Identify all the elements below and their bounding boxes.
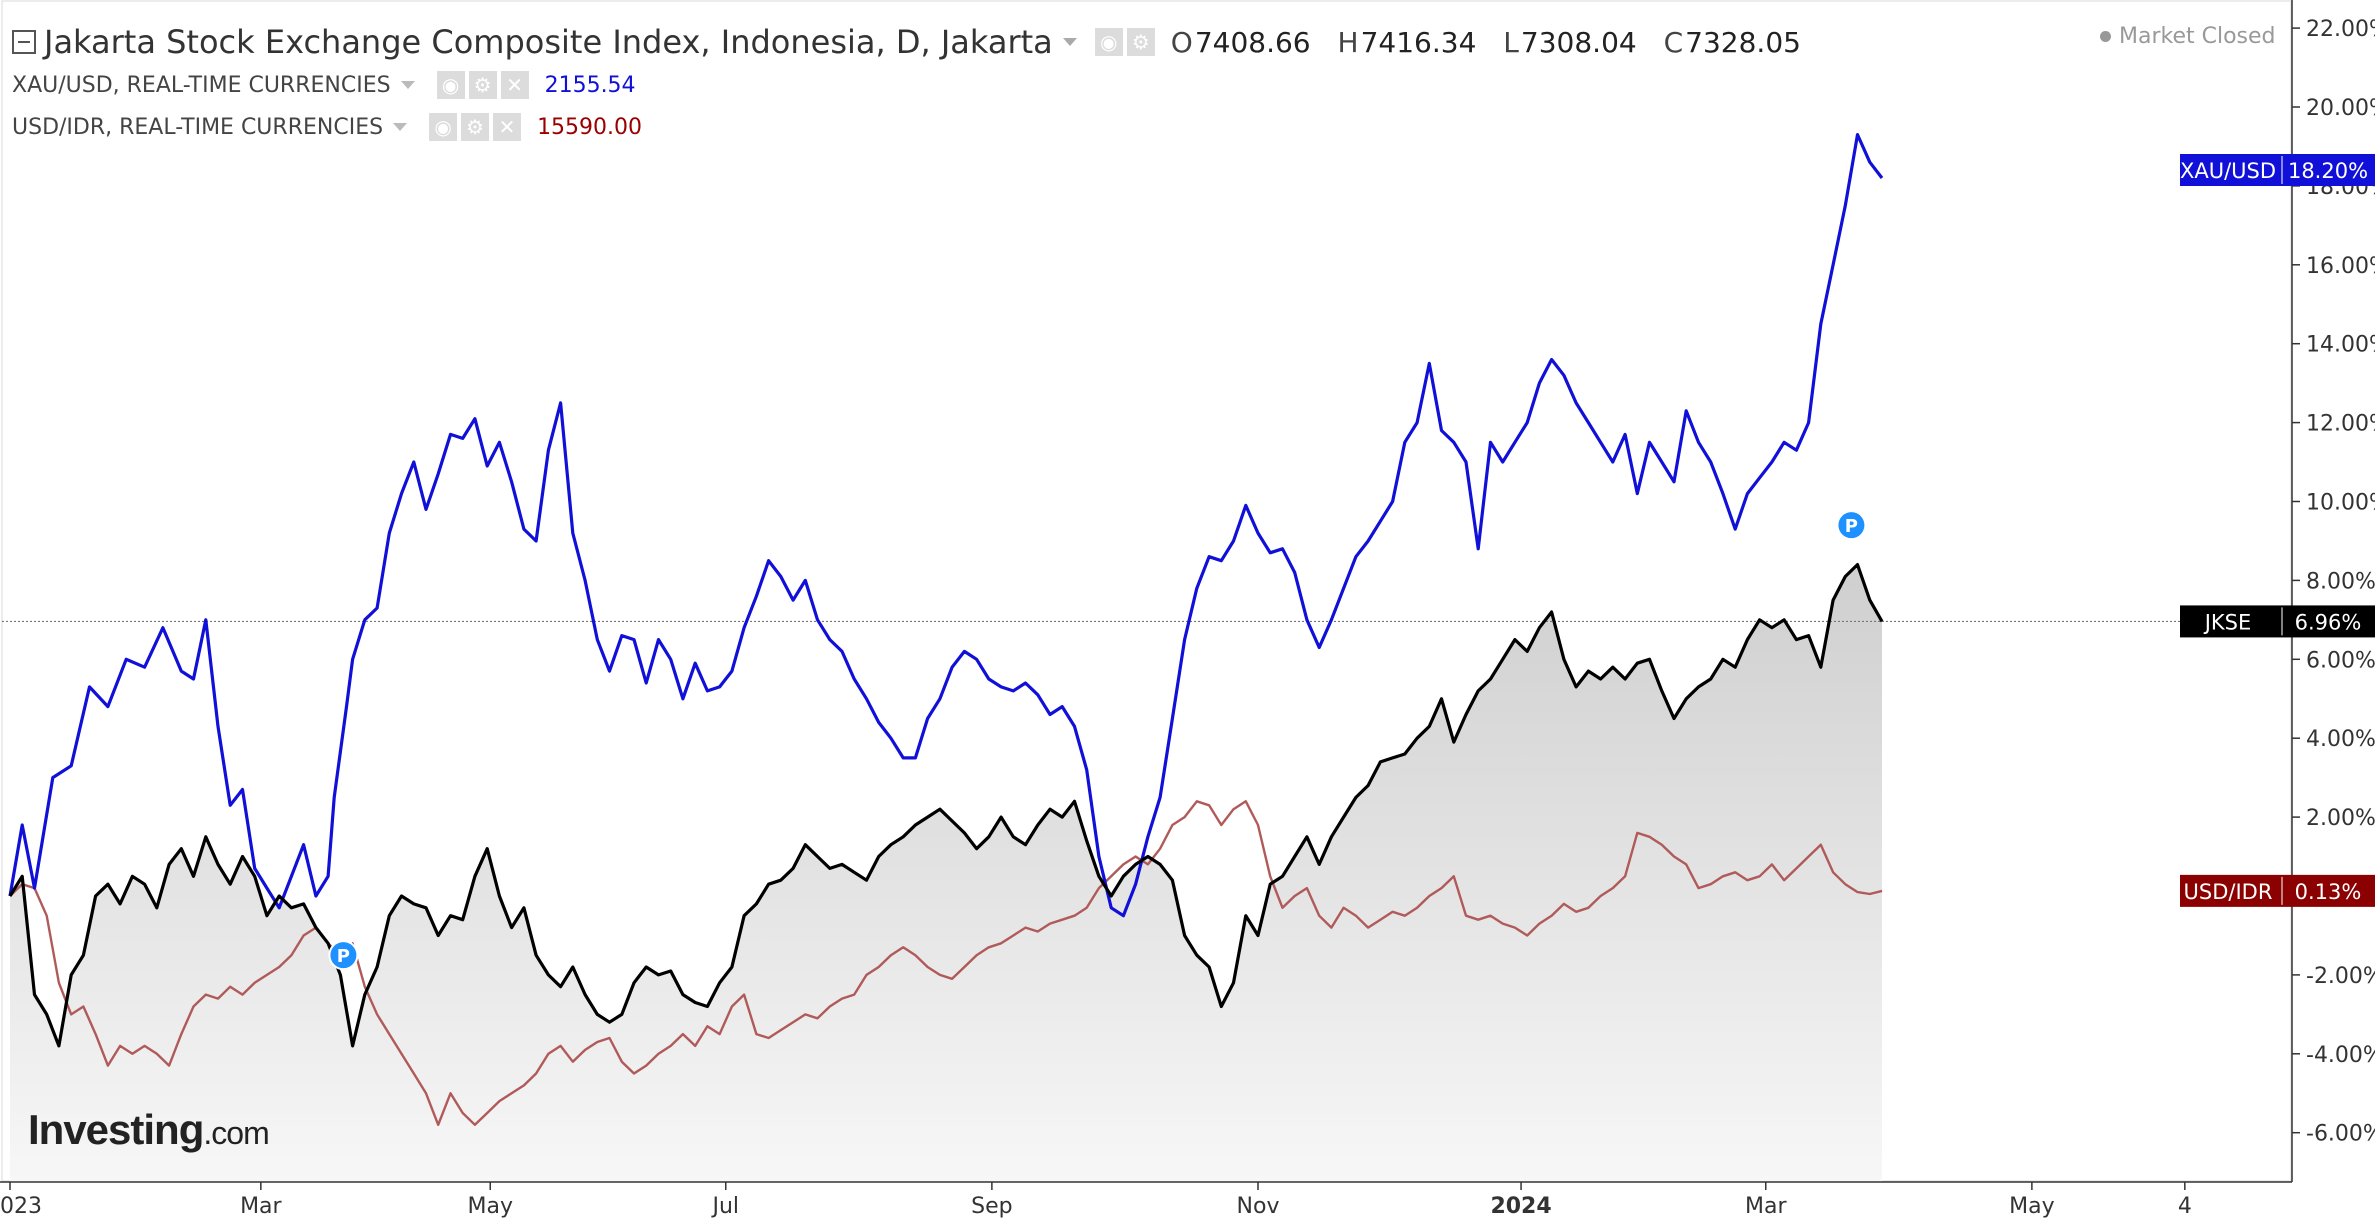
y-tick-label: -4.00% [2306,1043,2375,1068]
overlay-row-xau: XAU/USD, REAL-TIME CURRENCIES ◉ ⚙ ✕ 2155… [12,68,636,102]
chevron-down-icon[interactable] [400,81,415,89]
eye-icon[interactable]: ◉ [429,113,458,141]
y-tick-label: 6.00% [2306,648,2375,673]
gear-icon[interactable]: ⚙ [1126,28,1155,56]
x-tick-label: Mar [240,1194,282,1219]
investing-logo: Investing.com [28,1106,270,1153]
gear-icon[interactable]: ⚙ [468,71,497,99]
value-tag-name: USD/IDR [2184,880,2273,904]
close-icon[interactable]: ✕ [500,71,529,99]
x-tick-label: Mar [1745,1194,1787,1219]
y-tick-label: 22.00% [2306,17,2375,42]
value-tag-bg [2180,874,2375,907]
close-icon[interactable]: ✕ [493,113,522,141]
value-tag-value: 0.13% [2295,880,2362,904]
value-tag-name: JKSE [2203,610,2252,634]
y-tick-label: -2.00% [2306,964,2375,989]
pin-label: P [337,946,350,967]
value-tag-value: 18.20% [2288,159,2368,183]
chart-header: Jakarta Stock Exchange Composite Index, … [0,0,2290,150]
y-tick-label: 8.00% [2306,569,2375,594]
market-status: Market Closed [2100,24,2276,49]
y-tick-label: 14.00% [2306,333,2375,358]
x-tick-label: 2024 [1490,1194,1551,1219]
value-tag-value: 6.96% [2295,610,2362,634]
chevron-down-icon[interactable] [393,123,408,131]
y-tick-label: 4.00% [2306,727,2375,752]
y-tick-label: -6.00% [2306,1122,2375,1147]
overlay-value-idr: 15590.00 [537,114,643,140]
ohlc-close: C7328.05 [1663,25,1801,59]
ohlc-low: L7308.04 [1503,25,1637,59]
overlay-row-idr: USD/IDR, REAL-TIME CURRENCIES ◉ ⚙ ✕ 1559… [12,110,642,144]
chart-title: Jakarta Stock Exchange Composite Index, … [44,23,1053,61]
gear-icon[interactable]: ⚙ [461,113,490,141]
y-tick-label: 10.00% [2306,491,2375,516]
y-tick-label: 16.00% [2306,254,2375,279]
pin-icon[interactable] [328,940,359,971]
minus-icon [18,41,30,43]
value-tag-bg [2180,605,2375,638]
pin-icon[interactable] [1836,510,1867,541]
status-dot-icon [2100,31,2111,42]
ohlc-values: O7408.66 H7416.34 L7308.04 C7328.05 [1171,26,1819,59]
ohlc-high: H7416.34 [1337,25,1477,59]
y-tick-label: 12.00% [2306,412,2375,437]
x-tick-label: 4 [2178,1194,2192,1219]
eye-icon[interactable]: ◉ [1094,28,1123,56]
value-tag-name: XAU/USD [2180,159,2276,183]
main-series-row: Jakarta Stock Exchange Composite Index, … [12,18,1819,66]
xauusd-line[interactable] [8,133,1884,918]
overlay-name-xau: XAU/USD, REAL-TIME CURRENCIES [12,72,391,98]
eye-icon[interactable]: ◉ [436,71,465,99]
x-tick-label: 023 [0,1194,42,1219]
x-tick-label: May [2009,1194,2054,1219]
collapse-toggle[interactable] [12,30,36,54]
jkse-line[interactable] [8,562,1884,1048]
overlay-name-idr: USD/IDR, REAL-TIME CURRENCIES [12,114,384,140]
overlay-value-xau: 2155.54 [544,72,636,98]
jkse-area [10,564,1882,1182]
y-tick-label: 2.00% [2306,806,2375,831]
chevron-down-icon[interactable] [1062,38,1077,46]
y-tick-label: 20.00% [2306,96,2375,121]
x-tick-label: May [467,1194,512,1219]
ohlc-open: O7408.66 [1170,25,1311,59]
x-tick-label: Nov [1237,1194,1280,1219]
value-tag-bg [2180,154,2375,186]
pin-label: P [1845,516,1858,537]
x-tick-label: Sep [971,1194,1012,1219]
x-tick-label: Jul [710,1194,739,1219]
